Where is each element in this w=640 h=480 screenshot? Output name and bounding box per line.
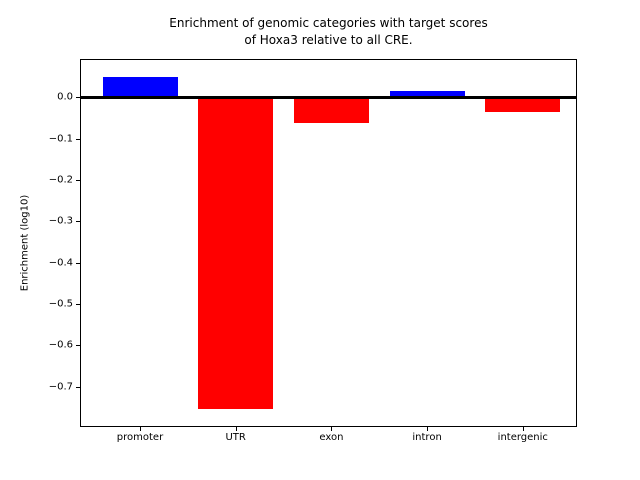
bar-exon xyxy=(293,97,369,123)
y-tick-mark xyxy=(76,138,80,140)
y-tick-label: −0.4 xyxy=(48,257,73,269)
x-tick-mark xyxy=(331,427,333,431)
y-tick-label: −0.3 xyxy=(48,215,73,227)
y-tick-label: −0.5 xyxy=(48,298,73,310)
y-tick-mark xyxy=(76,262,80,264)
x-tick-mark xyxy=(235,427,237,431)
bar-promoter xyxy=(102,76,178,98)
bar-intergenic xyxy=(485,97,561,113)
chart-title: Enrichment of genomic categories with ta… xyxy=(169,16,488,47)
y-tick-mark xyxy=(76,179,80,181)
x-tick-mark xyxy=(522,427,524,431)
y-axis-label: Enrichment (log10) xyxy=(19,194,31,292)
bar-UTR xyxy=(198,97,274,410)
y-tick-mark xyxy=(76,304,80,305)
y-tick-mark xyxy=(76,221,80,223)
zero-line xyxy=(81,95,576,99)
x-tick-label: intergenic xyxy=(497,432,548,443)
x-tick-label: exon xyxy=(319,432,344,443)
y-tick-label: −0.7 xyxy=(48,381,73,393)
plot-area xyxy=(80,59,577,427)
x-tick-mark xyxy=(427,427,429,431)
y-tick-label: 0.0 xyxy=(57,91,73,103)
y-tick-mark xyxy=(76,97,80,99)
y-tick-label: −0.1 xyxy=(48,133,73,145)
y-tick-mark xyxy=(76,345,80,347)
y-tick-label: −0.6 xyxy=(48,339,73,351)
x-tick-label: intron xyxy=(412,432,442,443)
x-tick-mark xyxy=(140,427,141,431)
bar-intron xyxy=(389,91,465,98)
x-tick-label: UTR xyxy=(225,432,246,443)
y-tick-mark xyxy=(76,386,80,388)
x-tick-label: promoter xyxy=(116,432,164,443)
y-tick-label: −0.2 xyxy=(48,174,73,186)
